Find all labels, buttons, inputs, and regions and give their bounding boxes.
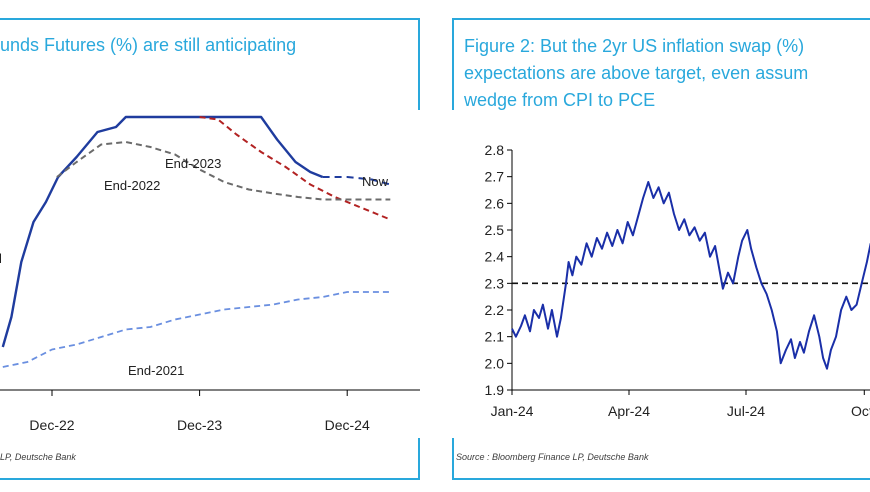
left-frame-side-top — [418, 18, 420, 110]
left-annotation-end-2021: End-2021 — [128, 363, 184, 378]
left-x-tick-label: Dec-23 — [177, 417, 222, 433]
right-chart-title-line-3: wedge from CPI to PCE — [464, 90, 656, 110]
left-bottom-rule — [0, 478, 420, 480]
left-source-note: LP, Deutsche Bank — [0, 452, 76, 462]
left-annotation-now: Now — [362, 174, 389, 189]
right-y-tick-label: 2.6 — [485, 195, 505, 211]
right-x-tick-label: Oct- — [851, 403, 870, 419]
left-x-tick-label: Dec-22 — [29, 417, 74, 433]
left-x-tick-label: Dec-24 — [325, 417, 370, 433]
left-series-line — [1, 115, 324, 348]
right-chart-title-line-2: expectations are above target, even assu… — [464, 63, 809, 83]
right-y-tick-label: 2.0 — [485, 355, 505, 371]
right-y-tick-label: 1.9 — [485, 382, 505, 398]
right-x-tick-label: Jul-24 — [727, 403, 765, 419]
right-chart-svg: 1.9 2.0 2.1 2.2 2.3 2.4 2.5 2.6 2.7 2.8 Jan-24 Apr-… — [485, 142, 870, 419]
right-y-tick-label: 2.8 — [485, 142, 505, 158]
right-frame-side-top — [452, 18, 454, 110]
right-chart-panel: Figure 2: But the 2yr US inflation swap … — [452, 0, 870, 492]
right-frame-top — [452, 18, 870, 20]
right-y-tick-label: 2.7 — [485, 169, 505, 185]
right-source-note: Source : Bloomberg Finance LP, Deutsche … — [456, 452, 649, 462]
left-series-line — [322, 176, 391, 186]
right-x-tick-label: Apr-24 — [608, 403, 650, 419]
left-frame-top — [0, 18, 420, 20]
right-y-tick-label: 2.3 — [485, 275, 505, 291]
right-y-tick-label: 2.1 — [485, 329, 505, 345]
left-annotation-end-2023: End-2023 — [165, 156, 221, 171]
right-bottom-rule — [452, 478, 870, 480]
left-annotation-cut: l — [0, 251, 2, 266]
left-chart-svg: Dec-22 Dec-23 Dec-24 Now End-2023 End-2022 End… — [0, 115, 420, 433]
left-annotation-end-2022: End-2022 — [104, 178, 160, 193]
left-series-line — [2, 291, 391, 368]
right-y-tick-label: 2.2 — [485, 302, 505, 318]
right-series-line — [511, 181, 870, 370]
right-chart-title-line-1: Figure 2: But the 2yr US inflation swap … — [464, 36, 805, 56]
right-frame-side-bottom — [452, 438, 454, 480]
left-chart-title: unds Futures (%) are still anticipating — [0, 35, 297, 55]
right-x-tick-label: Jan-24 — [491, 403, 534, 419]
left-chart-panel: unds Futures (%) are still anticipating … — [0, 0, 422, 492]
left-series-line — [56, 141, 391, 201]
right-y-tick-label: 2.5 — [485, 222, 505, 238]
right-y-tick-label: 2.4 — [485, 249, 505, 265]
left-series-line — [199, 116, 391, 221]
left-frame-side-bottom — [418, 438, 420, 480]
